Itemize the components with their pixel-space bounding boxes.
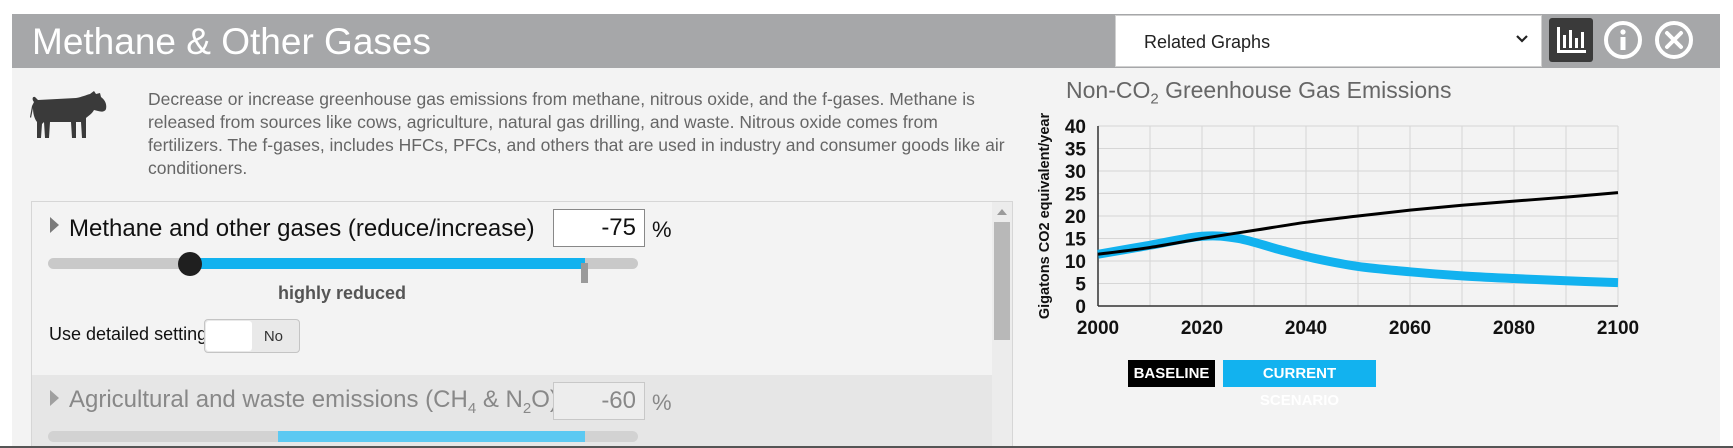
scrollbar-thumb[interactable] — [994, 222, 1010, 340]
panel-header: Methane & Other Gases Related Graphs — [12, 14, 1720, 68]
legend-baseline-button[interactable]: BASELINE — [1128, 360, 1215, 387]
expand-caret-icon[interactable] — [50, 217, 59, 233]
methane-slider-fill — [189, 258, 585, 269]
close-button[interactable] — [1652, 18, 1696, 62]
chart-view-button[interactable] — [1549, 18, 1593, 62]
description-text: Decrease or increase greenhouse gas emis… — [148, 89, 1005, 178]
agri-waste-label: Agricultural and waste emissions (CH4 & … — [69, 386, 558, 417]
x-tick-label: 2060 — [1389, 318, 1431, 339]
detailed-settings-label: Use detailed settings — [49, 324, 217, 344]
chevron-down-icon — [1516, 35, 1528, 43]
related-graphs-value: Related Graphs — [1144, 32, 1271, 52]
page-title: Methane & Other Gases — [32, 21, 431, 62]
baseline-marker — [580, 263, 588, 283]
toggle-handle — [206, 321, 252, 351]
y-tick-label: 10 — [1065, 252, 1086, 273]
chart-pane: Non-CO2 Greenhouse Gas Emissions 0 5 10 15 2… — [1022, 68, 1720, 448]
y-tick-label: 40 — [1065, 117, 1086, 138]
baseline-line — [1097, 191, 1619, 256]
agri-waste-value-input[interactable]: -60 — [553, 382, 645, 420]
methane-panel: Methane & Other Gases Related Graphs — [12, 14, 1720, 448]
x-tick-label: 2040 — [1285, 318, 1327, 339]
toggle-state-label: No — [263, 328, 283, 345]
y-tick-label: 35 — [1065, 140, 1087, 161]
scroll-up-arrow-icon[interactable] — [997, 209, 1007, 215]
scrollbar[interactable] — [992, 202, 1012, 448]
chart-title: Non-CO2 Greenhouse Gas Emissions — [1066, 77, 1452, 108]
bottom-divider — [0, 446, 1733, 448]
methane-state-label: highly reduced — [277, 283, 407, 303]
x-tick-label: 2000 — [1077, 318, 1119, 339]
y-tick-label: 15 — [1065, 230, 1087, 251]
x-tick-label: 2100 — [1597, 318, 1639, 339]
y-tick-label: 20 — [1065, 207, 1086, 228]
controls-pane: Decrease or increase greenhouse gas emis… — [12, 68, 1022, 448]
legend-current-scenario-button[interactable]: CURRENT SCENARIO — [1223, 360, 1376, 409]
y-tick-label: 25 — [1065, 185, 1087, 206]
cow-icon — [30, 91, 107, 138]
expand-caret-icon[interactable] — [50, 390, 59, 406]
x-tick-label: 2020 — [1181, 318, 1223, 339]
methane-unit: % — [652, 217, 672, 242]
info-icon — [1604, 21, 1642, 59]
info-button[interactable] — [1601, 18, 1645, 62]
agri-waste-unit: % — [652, 390, 672, 415]
x-tick-label: 2080 — [1493, 318, 1535, 339]
bar-chart-icon — [1557, 27, 1586, 53]
y-axis-label: Gigatons CO2 equivalent/year — [1037, 113, 1053, 320]
agri-waste-row: Agricultural and waste emissions (CH4 & … — [32, 375, 992, 448]
y-tick-label: 5 — [1075, 275, 1086, 296]
methane-label: Methane and other gases (reduce/increase… — [69, 215, 535, 242]
related-graphs-select[interactable]: Related Graphs — [1115, 15, 1542, 67]
methane-value-input[interactable]: -75 — [553, 209, 645, 247]
settings-scroll-area[interactable]: Methane and other gases (reduce/increase… — [31, 201, 1013, 448]
y-tick-label: 0 — [1075, 297, 1086, 318]
close-icon — [1655, 21, 1693, 59]
agri-waste-slider-fill — [278, 431, 585, 442]
current-scenario-line — [1097, 231, 1619, 288]
methane-slider-handle[interactable] — [177, 252, 202, 276]
y-tick-label: 30 — [1065, 162, 1086, 183]
detailed-settings-toggle[interactable]: No — [204, 319, 300, 353]
